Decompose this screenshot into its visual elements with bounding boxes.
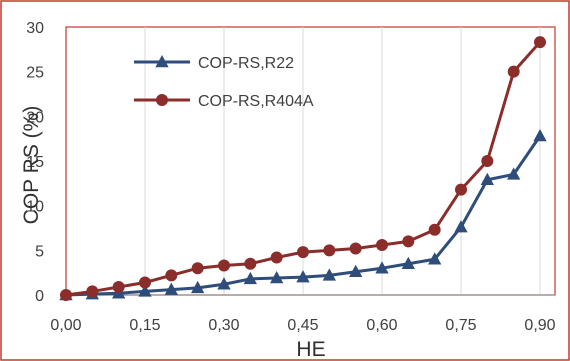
data-point xyxy=(428,252,442,265)
y-tick-label: 30 xyxy=(26,20,44,37)
data-point xyxy=(534,36,546,49)
legend-label: COP-RS,R22 xyxy=(198,55,294,72)
data-point xyxy=(138,284,152,297)
data-point xyxy=(60,289,72,301)
y-tick-label: 10 xyxy=(26,199,44,216)
data-point xyxy=(86,285,99,298)
data-point xyxy=(323,244,336,257)
data-point xyxy=(401,256,415,269)
y-tick-label: 25 xyxy=(26,65,44,82)
series-group xyxy=(59,36,547,301)
data-point xyxy=(139,276,151,289)
x-tick-label: 0,30 xyxy=(208,317,239,334)
data-point xyxy=(454,220,468,233)
data-point xyxy=(480,172,494,186)
data-point xyxy=(112,280,125,293)
data-point xyxy=(191,262,204,275)
y-tick-label: 5 xyxy=(35,243,44,260)
legend-marker xyxy=(156,94,168,106)
series-2 xyxy=(60,36,546,301)
x-axis-title: HE xyxy=(296,338,325,361)
legend-item: COP-RS,R404A xyxy=(134,93,314,110)
x-tick-label: 0,90 xyxy=(524,317,555,334)
x-tick-label: 0,60 xyxy=(366,317,397,334)
data-point xyxy=(507,65,520,78)
data-point xyxy=(270,271,284,284)
data-point xyxy=(375,261,389,274)
legend: COP-RS,R22 COP-RS,R404A xyxy=(134,55,314,110)
x-axis-ticks: 0,00 0,15 0,30 0,45 0,60 0,75 0,90 xyxy=(50,317,555,334)
legend-label: COP-RS,R404A xyxy=(198,93,314,110)
data-point xyxy=(349,264,363,278)
data-point xyxy=(322,268,336,281)
data-point xyxy=(533,128,547,142)
data-point xyxy=(349,242,362,255)
data-point xyxy=(297,246,309,259)
legend-marker xyxy=(155,55,169,68)
y-axis-title: COP RS (%) xyxy=(20,106,43,225)
data-point xyxy=(455,183,467,196)
data-point xyxy=(217,277,231,290)
data-point xyxy=(507,167,521,180)
data-point xyxy=(243,271,257,285)
data-point xyxy=(165,269,178,282)
x-tick-label: 0,45 xyxy=(287,317,318,334)
data-point xyxy=(244,257,257,270)
data-point xyxy=(164,282,178,295)
data-point xyxy=(270,251,283,264)
x-tick-label: 0,15 xyxy=(129,317,160,334)
data-point xyxy=(296,270,310,283)
legend-item: COP-RS,R22 xyxy=(134,55,294,72)
y-tick-label: 0 xyxy=(35,288,44,305)
x-tick-label: 0,75 xyxy=(445,317,476,334)
data-point xyxy=(402,235,415,248)
y-tick-label: 20 xyxy=(26,109,44,126)
y-axis-ticks: 0 5 10 15 20 25 30 xyxy=(26,20,44,305)
data-point xyxy=(191,280,205,294)
data-point xyxy=(428,223,441,236)
x-tick-label: 0,00 xyxy=(50,317,81,334)
data-point xyxy=(376,238,388,251)
data-point xyxy=(481,155,494,167)
data-point xyxy=(218,259,230,272)
y-tick-label: 15 xyxy=(26,154,44,171)
